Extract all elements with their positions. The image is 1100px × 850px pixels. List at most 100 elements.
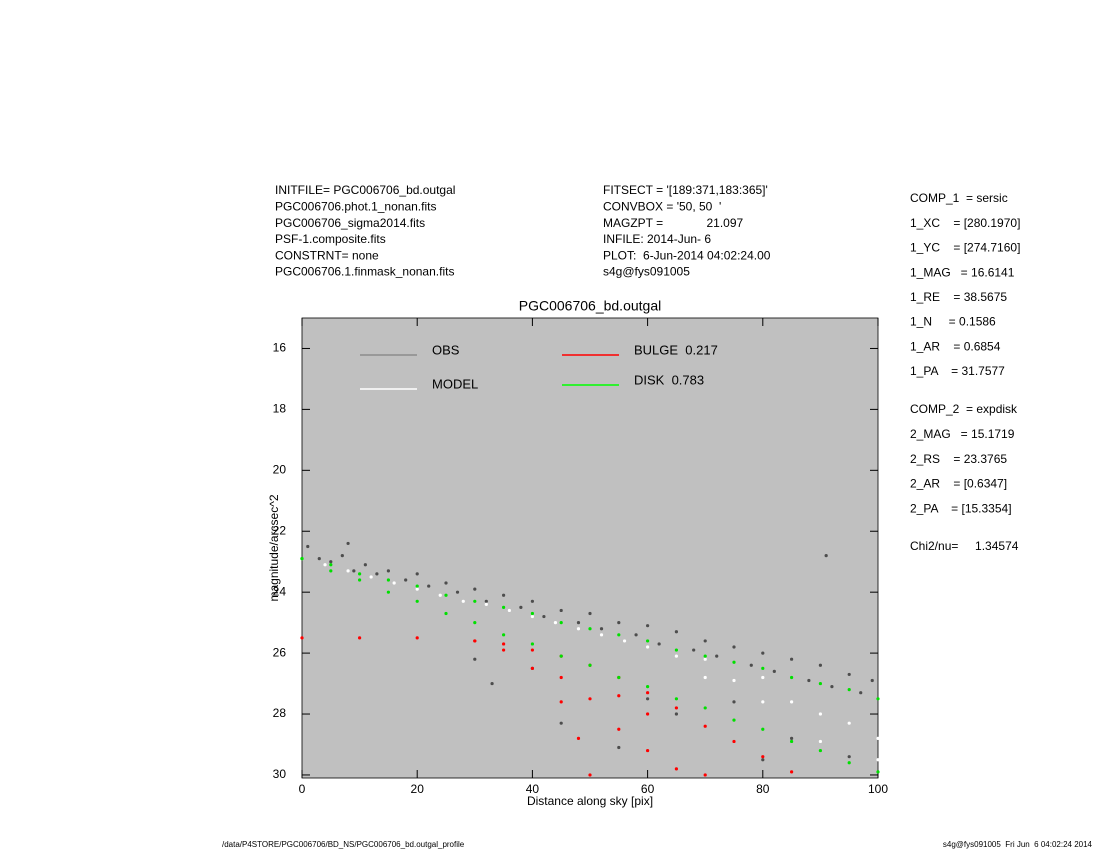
data-point bbox=[692, 648, 696, 652]
data-point bbox=[847, 755, 851, 759]
data-point bbox=[674, 767, 679, 771]
data-point bbox=[323, 563, 327, 567]
data-point bbox=[790, 739, 794, 744]
legend-label: OBS bbox=[432, 342, 460, 357]
data-point bbox=[646, 691, 650, 695]
data-point bbox=[876, 770, 880, 774]
data-point bbox=[646, 645, 650, 649]
param-line: COMP_1 = sersic bbox=[910, 191, 1008, 205]
data-point bbox=[530, 611, 535, 616]
data-point bbox=[358, 636, 362, 640]
data-point bbox=[502, 642, 506, 646]
data-point bbox=[329, 569, 333, 573]
y-tick-label: 28 bbox=[273, 706, 287, 720]
data-point bbox=[484, 602, 488, 606]
data-point bbox=[519, 605, 523, 610]
data-point bbox=[473, 599, 477, 603]
data-point bbox=[415, 636, 419, 640]
data-point bbox=[369, 575, 373, 579]
x-tick-label: 100 bbox=[868, 782, 888, 796]
data-point bbox=[415, 572, 419, 576]
data-point bbox=[790, 675, 794, 680]
data-point bbox=[646, 639, 650, 643]
data-point bbox=[588, 611, 592, 616]
param-line: 1_YC = [274.7160] bbox=[910, 241, 1020, 255]
data-point bbox=[559, 621, 563, 625]
param-line: 1_MAG = 16.6141 bbox=[910, 265, 1015, 279]
data-point bbox=[300, 636, 304, 640]
data-point bbox=[646, 624, 650, 628]
data-point bbox=[386, 569, 390, 573]
header-line: PLOT: 6-Jun-2014 04:02:24.00 bbox=[603, 248, 771, 262]
data-point bbox=[807, 678, 811, 683]
y-tick-label: 30 bbox=[273, 767, 287, 781]
data-point bbox=[530, 599, 535, 603]
data-point bbox=[703, 706, 707, 710]
data-point bbox=[674, 712, 679, 716]
data-point bbox=[329, 563, 333, 567]
data-point bbox=[847, 688, 851, 692]
data-point bbox=[455, 590, 460, 594]
header-line: INFILE: 2014-Jun- 6 bbox=[603, 232, 711, 246]
data-point bbox=[588, 773, 592, 777]
data-point bbox=[559, 654, 563, 658]
y-tick-label: 26 bbox=[273, 645, 287, 659]
data-point bbox=[542, 614, 546, 619]
data-point bbox=[438, 593, 442, 597]
header-line: s4g@fys091005 bbox=[603, 265, 690, 279]
data-point bbox=[674, 648, 679, 652]
data-point bbox=[761, 666, 765, 670]
y-axis-label: magnitude/arcsec^2 bbox=[267, 494, 281, 601]
data-point bbox=[444, 581, 448, 585]
data-point bbox=[818, 739, 823, 744]
data-point bbox=[599, 627, 604, 631]
header-line: MAGZPT = 21.097 bbox=[603, 216, 743, 230]
data-point bbox=[340, 554, 344, 558]
data-point bbox=[415, 599, 419, 603]
data-point bbox=[530, 614, 535, 619]
data-point bbox=[847, 761, 851, 765]
data-point bbox=[473, 621, 477, 625]
data-point bbox=[830, 685, 834, 689]
y-tick-label: 24 bbox=[273, 584, 287, 598]
data-point bbox=[761, 727, 765, 731]
param-line: 1_RE = 38.5675 bbox=[910, 290, 1007, 304]
data-point bbox=[847, 721, 851, 725]
data-point bbox=[703, 724, 707, 728]
data-point bbox=[473, 657, 477, 661]
param-line: COMP_2 = expdisk bbox=[910, 402, 1018, 416]
data-point bbox=[818, 748, 823, 753]
data-point bbox=[790, 770, 794, 774]
data-point bbox=[352, 569, 356, 573]
data-point bbox=[749, 663, 753, 667]
data-point bbox=[761, 755, 765, 759]
data-point bbox=[530, 642, 535, 646]
data-point bbox=[790, 700, 794, 704]
data-point bbox=[876, 758, 880, 762]
data-point bbox=[824, 554, 828, 558]
footer-path: /data/P4STORE/PGC006706/BD_NS/PGC006706_… bbox=[222, 840, 465, 849]
x-tick-label: 80 bbox=[756, 782, 770, 796]
y-tick-label: 16 bbox=[273, 341, 287, 355]
data-point bbox=[790, 657, 794, 661]
data-point bbox=[732, 660, 736, 664]
plot-area bbox=[301, 317, 879, 779]
data-point bbox=[617, 621, 621, 625]
data-point bbox=[876, 697, 880, 701]
data-point bbox=[646, 712, 650, 716]
data-point bbox=[588, 663, 592, 667]
header-line: CONVBOX = '50, 50 ' bbox=[603, 199, 721, 213]
data-point bbox=[674, 654, 679, 658]
data-point bbox=[617, 745, 621, 750]
data-point bbox=[703, 654, 707, 658]
footer-stamp: s4g@fys091005 Fri Jun 6 04:02:24 2014 bbox=[943, 840, 1093, 849]
data-point bbox=[657, 642, 661, 646]
data-point bbox=[386, 590, 390, 594]
data-point bbox=[876, 736, 880, 740]
data-point bbox=[646, 748, 650, 753]
data-point bbox=[761, 651, 765, 655]
chi-squared: Chi2/nu= 1.34574 bbox=[910, 539, 1019, 553]
data-point bbox=[392, 581, 396, 585]
data-point bbox=[674, 697, 679, 701]
